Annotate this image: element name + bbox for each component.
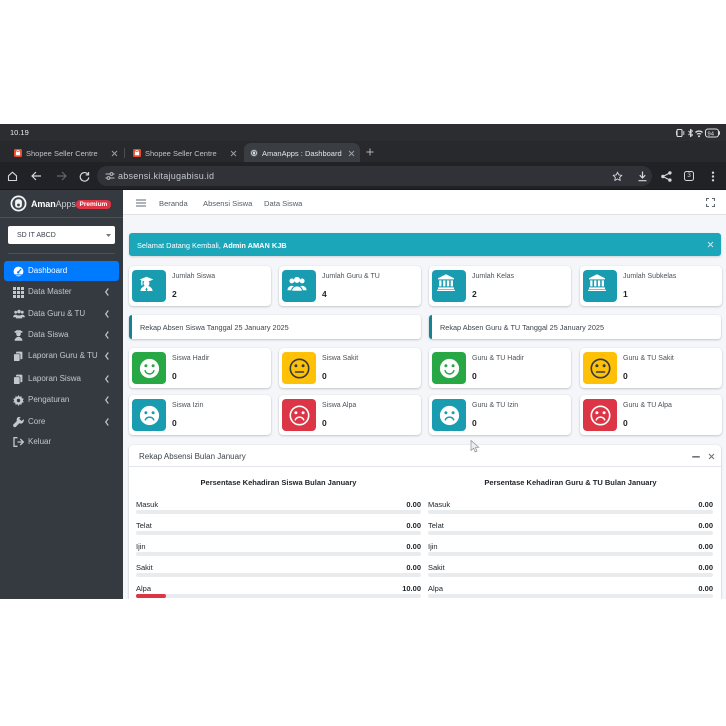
svg-text:94: 94 [708, 131, 715, 137]
